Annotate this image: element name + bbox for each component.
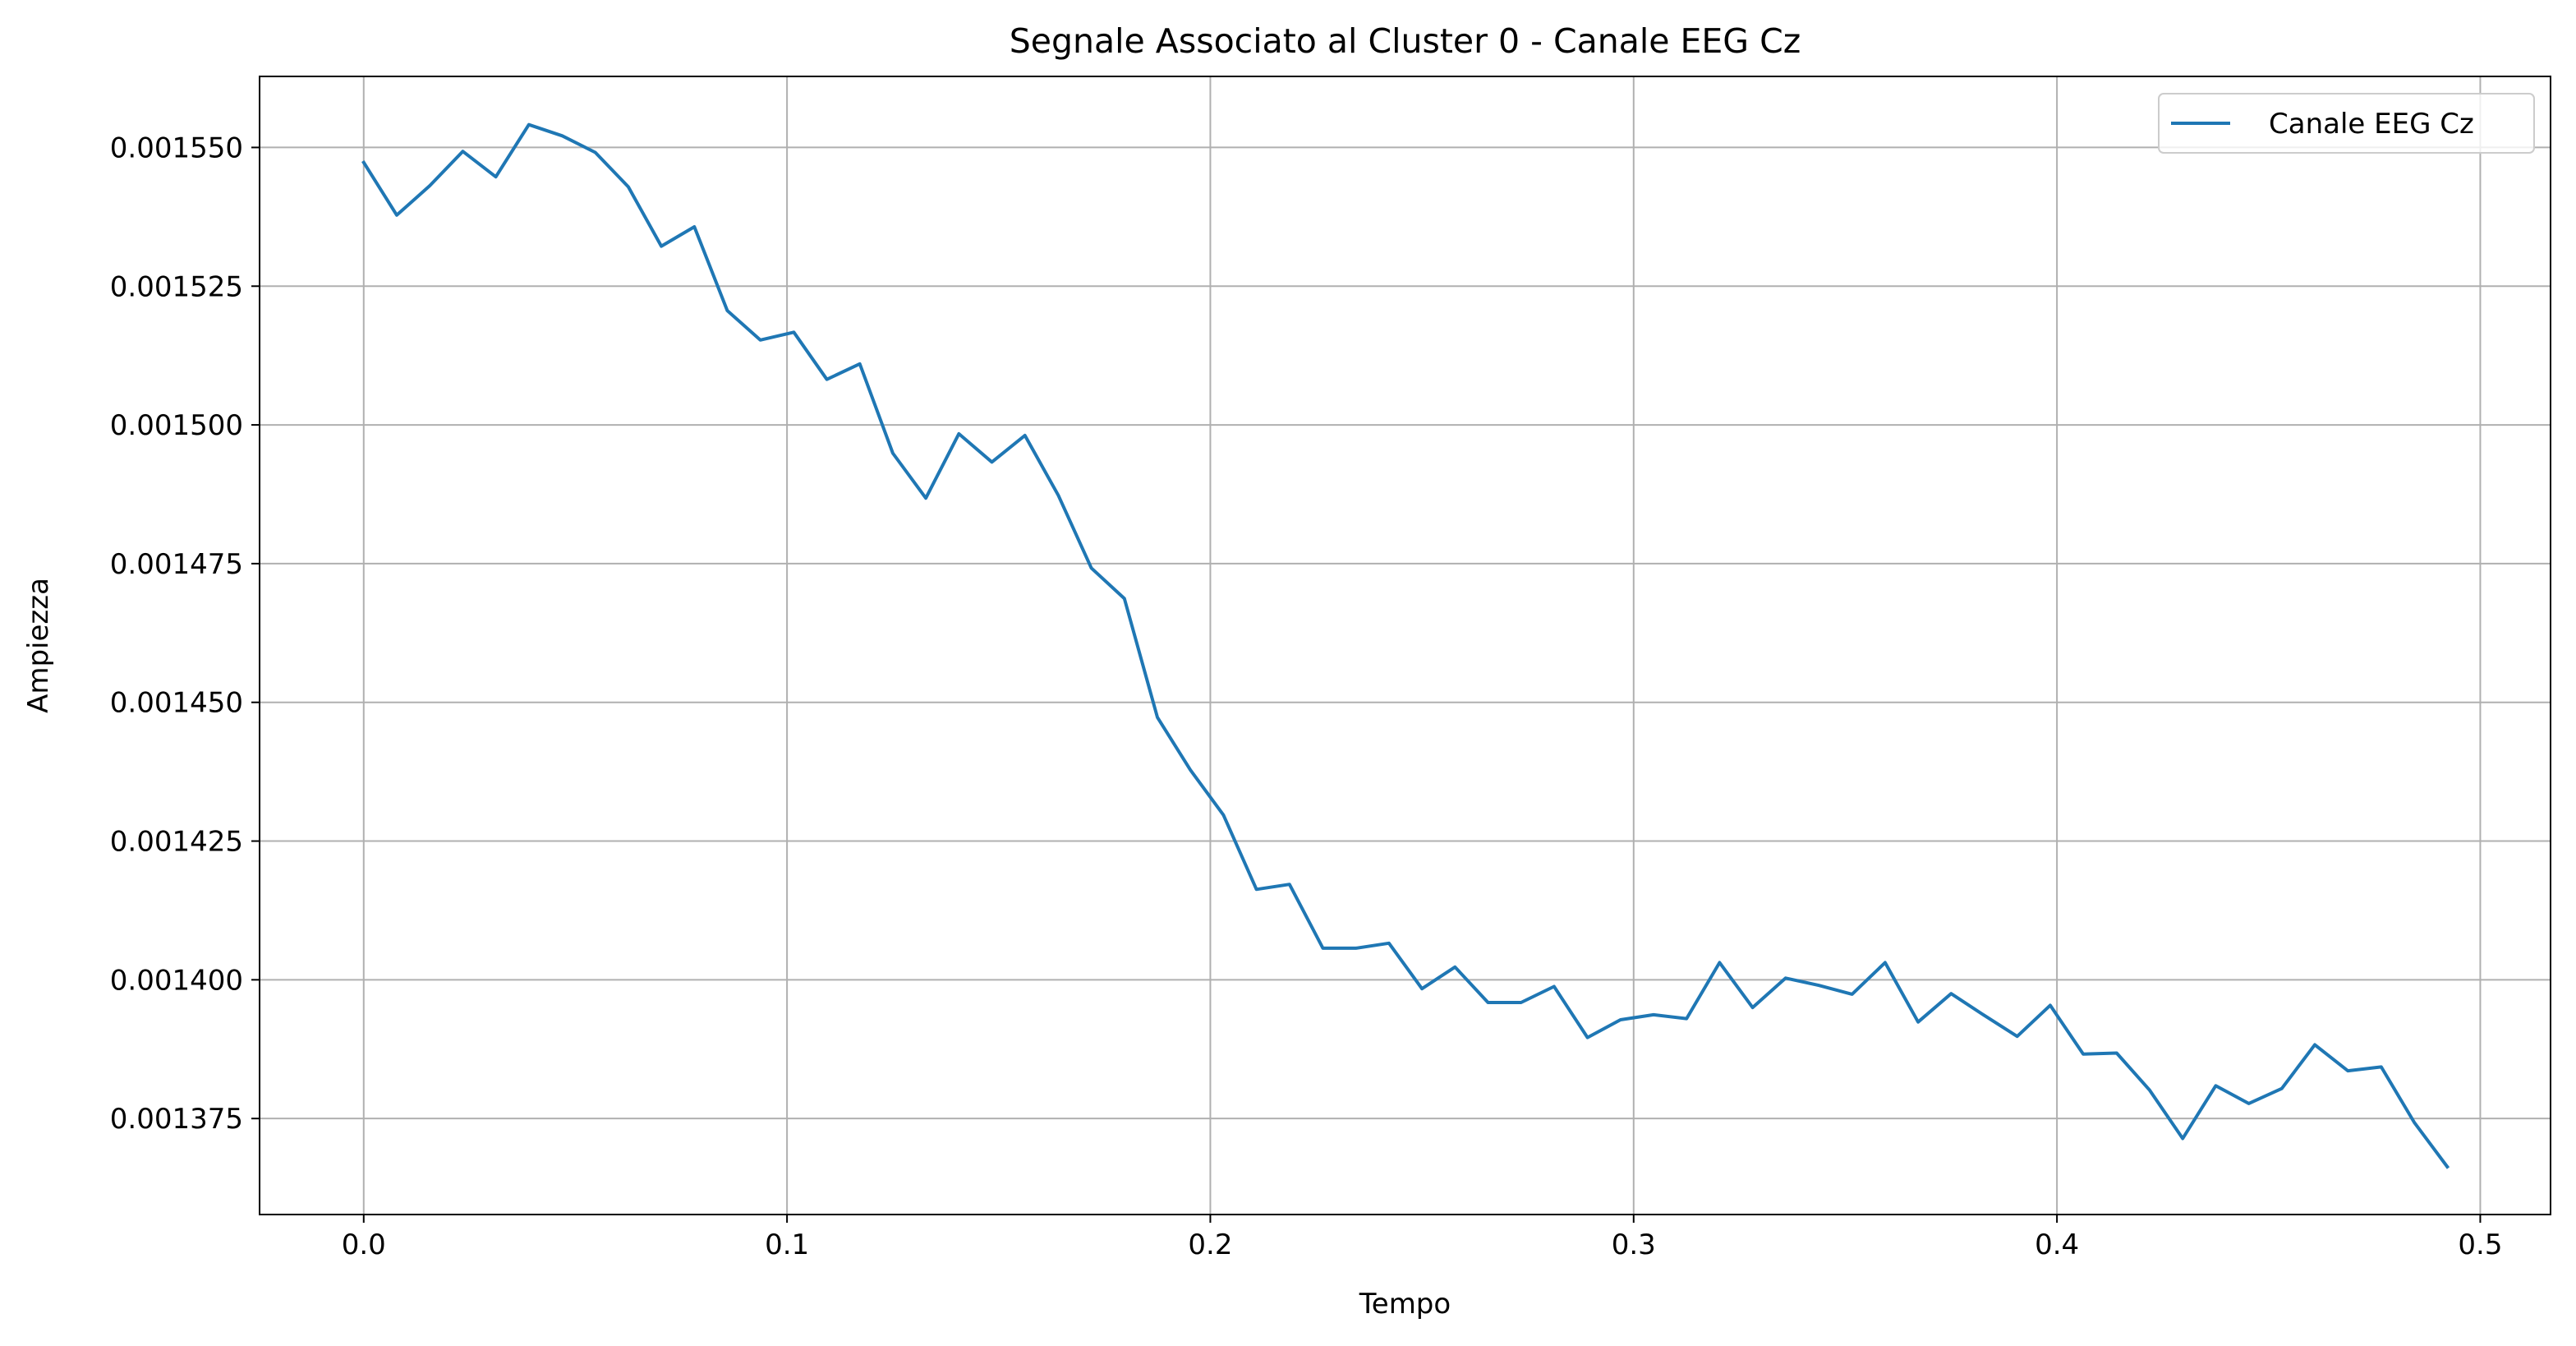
y-axis-title: Ampiezza (22, 578, 55, 713)
chart-title: Segnale Associato al Cluster 0 - Canale … (1010, 21, 1801, 61)
x-axis-title: Tempo (1359, 1288, 1451, 1321)
x-tick-label: 0.0 (342, 1228, 386, 1261)
y-tick-label: 0.001425 (110, 826, 243, 859)
y-tick-label: 0.001400 (110, 964, 243, 997)
legend-box (2158, 93, 2535, 154)
y-tick-label: 0.001375 (110, 1103, 243, 1136)
x-tick-label: 0.4 (2035, 1228, 2079, 1261)
x-axis-ticks: 0.0 0.1 0.2 0.3 0.4 0.5 (342, 1215, 2502, 1261)
series-layer (361, 122, 2450, 1169)
x-tick-label: 0.3 (1612, 1228, 1656, 1261)
y-tick-label: 0.001550 (110, 131, 243, 164)
y-tick-label: 0.001475 (110, 548, 243, 581)
x-tick-label: 0.1 (765, 1228, 809, 1261)
axes-frame (259, 76, 2551, 1215)
y-axis-ticks: 0.001375 0.001400 0.001425 0.001450 0.001475… (110, 131, 260, 1136)
x-tick-label: 0.2 (1188, 1228, 1232, 1261)
y-tick-label: 0.001500 (110, 409, 243, 442)
legend: Canale EEG Cz (2158, 93, 2535, 154)
legend-label: Canale EEG Cz (2269, 108, 2474, 141)
y-tick-label: 0.001525 (110, 270, 243, 303)
series-line (361, 122, 2450, 1169)
x-tick-label: 0.5 (2458, 1228, 2502, 1261)
y-tick-label: 0.001450 (110, 687, 243, 720)
